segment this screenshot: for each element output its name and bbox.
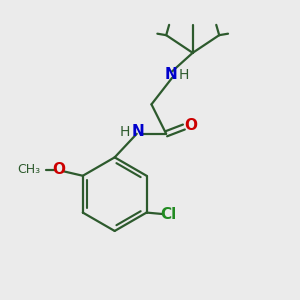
Text: CH₃: CH₃ (17, 164, 40, 176)
Text: O: O (52, 162, 65, 177)
Text: N: N (164, 68, 177, 82)
Text: H: H (179, 68, 189, 82)
Text: N: N (132, 124, 145, 139)
Text: H: H (119, 125, 130, 139)
Text: O: O (184, 118, 197, 133)
Text: Cl: Cl (160, 206, 176, 221)
